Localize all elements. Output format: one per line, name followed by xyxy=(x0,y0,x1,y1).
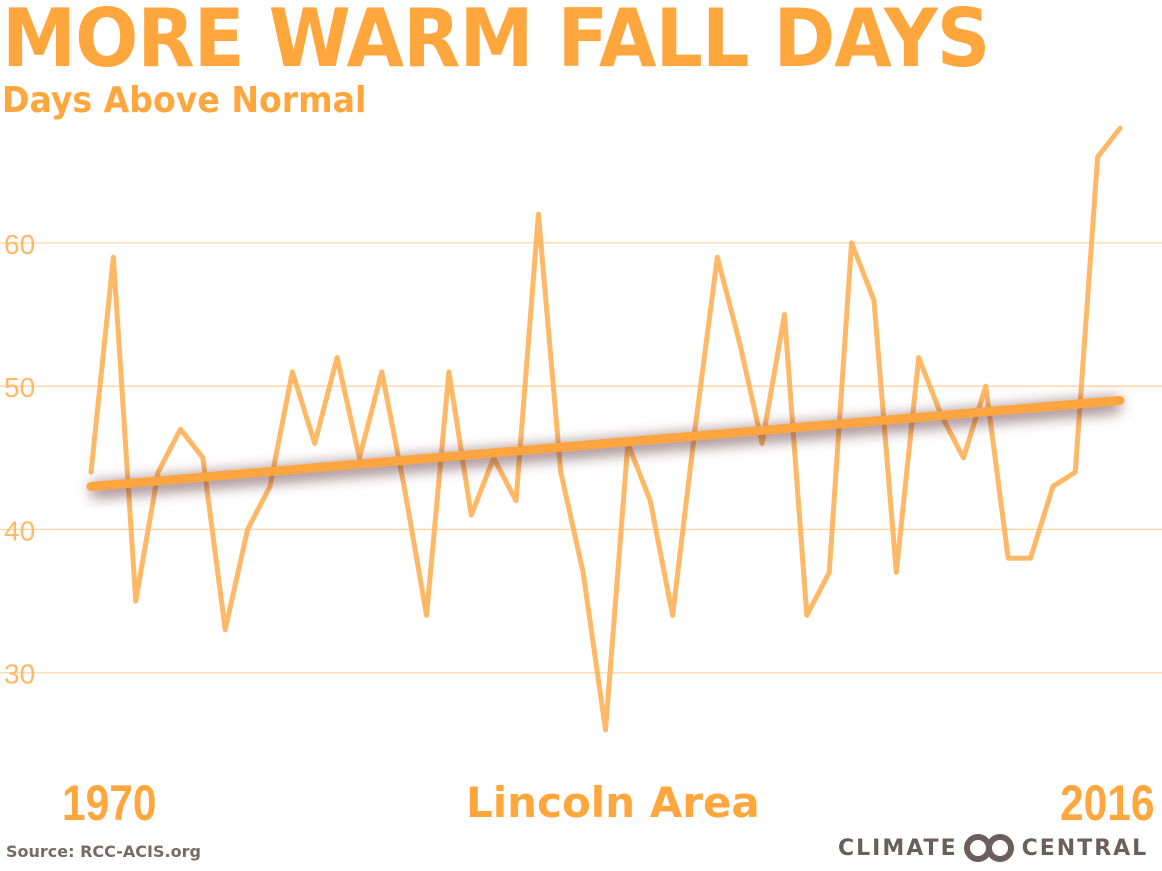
y-tick-label: 40 xyxy=(4,515,35,546)
location-label: Lincoln Area xyxy=(466,778,760,827)
x-start-label: 1970 xyxy=(62,775,157,831)
climate-central-logo: CLIMATE CENTRAL xyxy=(838,834,1148,862)
logo-left-text: CLIMATE xyxy=(838,835,958,861)
chart-title: MORE WARM FALL DAYS xyxy=(2,0,990,85)
y-tick-label: 30 xyxy=(4,659,35,690)
trend-line xyxy=(86,396,1125,491)
y-tick-label: 50 xyxy=(4,372,35,403)
y-tick-label: 60 xyxy=(4,229,35,260)
x-end-label: 2016 xyxy=(1060,775,1155,831)
chart-subtitle: Days Above Normal xyxy=(2,80,367,121)
data-series-line xyxy=(88,125,1123,733)
logo-right-text: CENTRAL xyxy=(1021,835,1149,861)
source-text: Source: RCC-ACIS.org xyxy=(6,842,201,861)
rings-icon xyxy=(963,834,1014,862)
